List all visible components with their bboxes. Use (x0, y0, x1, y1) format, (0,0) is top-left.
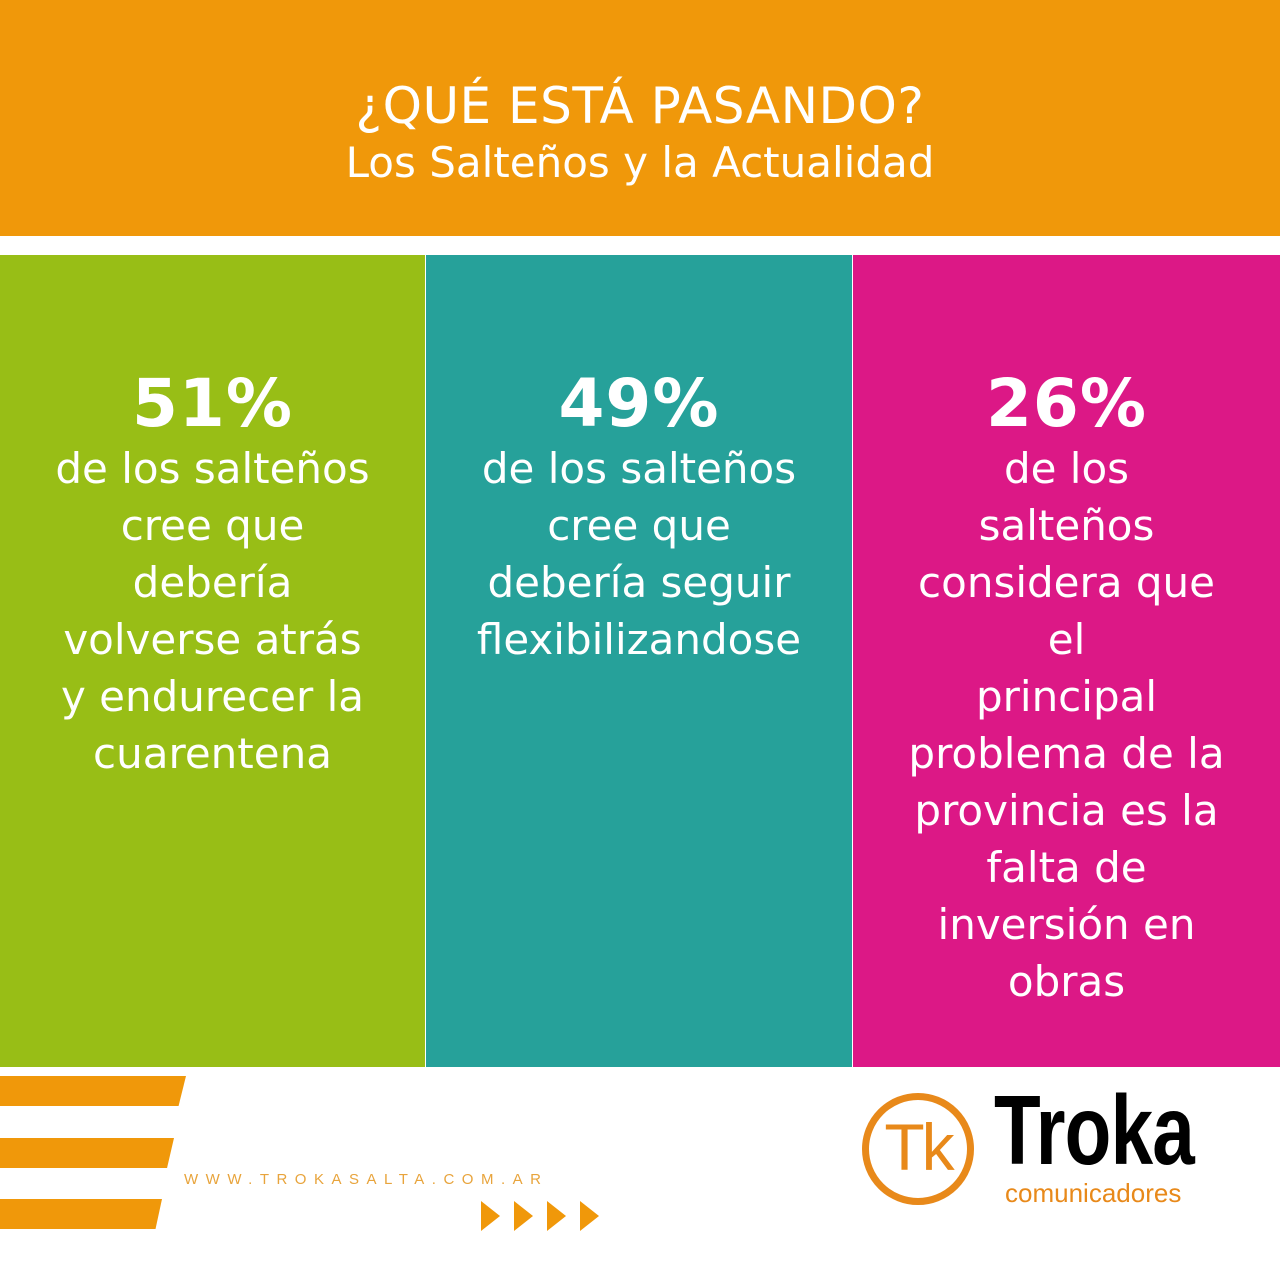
arrow-right-icon (481, 1201, 500, 1231)
stat-percent: 26% (986, 365, 1147, 442)
arrow-right-icon (514, 1201, 533, 1231)
stat-description: de los salteños cree que debería volvers… (55, 444, 370, 778)
page-title: ¿QUÉ ESTÁ PASANDO? (355, 77, 925, 135)
arrow-decoration (481, 1201, 599, 1231)
logo-tagline: comunicadores (1005, 1178, 1182, 1208)
stat-column-pink: 26% de los salteños considera que el pri… (853, 255, 1280, 1067)
stat-column-teal: 49% de los salteños cree que debería seg… (426, 255, 852, 1067)
page-subtitle: Los Salteños y la Actualidad (345, 138, 935, 187)
logo-name: Troka (994, 1075, 1195, 1185)
stat-percent: 49% (558, 365, 720, 442)
arrow-right-icon (580, 1201, 599, 1231)
arrow-right-icon (547, 1201, 566, 1231)
stat-description: de los salteños cree que debería seguir … (476, 444, 802, 664)
logo-circle-icon (862, 1093, 974, 1205)
stat-percent: 51% (132, 365, 293, 442)
stat-description: de los salteños considera que el princip… (908, 444, 1225, 1006)
stat-column-green: 51% de los salteños cree que debería vol… (0, 255, 425, 1067)
header-banner: ¿QUÉ ESTÁ PASANDO? Los Salteños y la Act… (0, 0, 1280, 236)
decorative-stripe (0, 1199, 162, 1229)
decorative-stripe (0, 1138, 174, 1168)
troka-logo: Tk Troka comunicadores (862, 1080, 1222, 1218)
decorative-stripe (0, 1076, 186, 1106)
website-link[interactable]: WWW.TROKASALTA.COM.AR (184, 1171, 549, 1188)
logo-monogram: Tk (884, 1110, 954, 1184)
